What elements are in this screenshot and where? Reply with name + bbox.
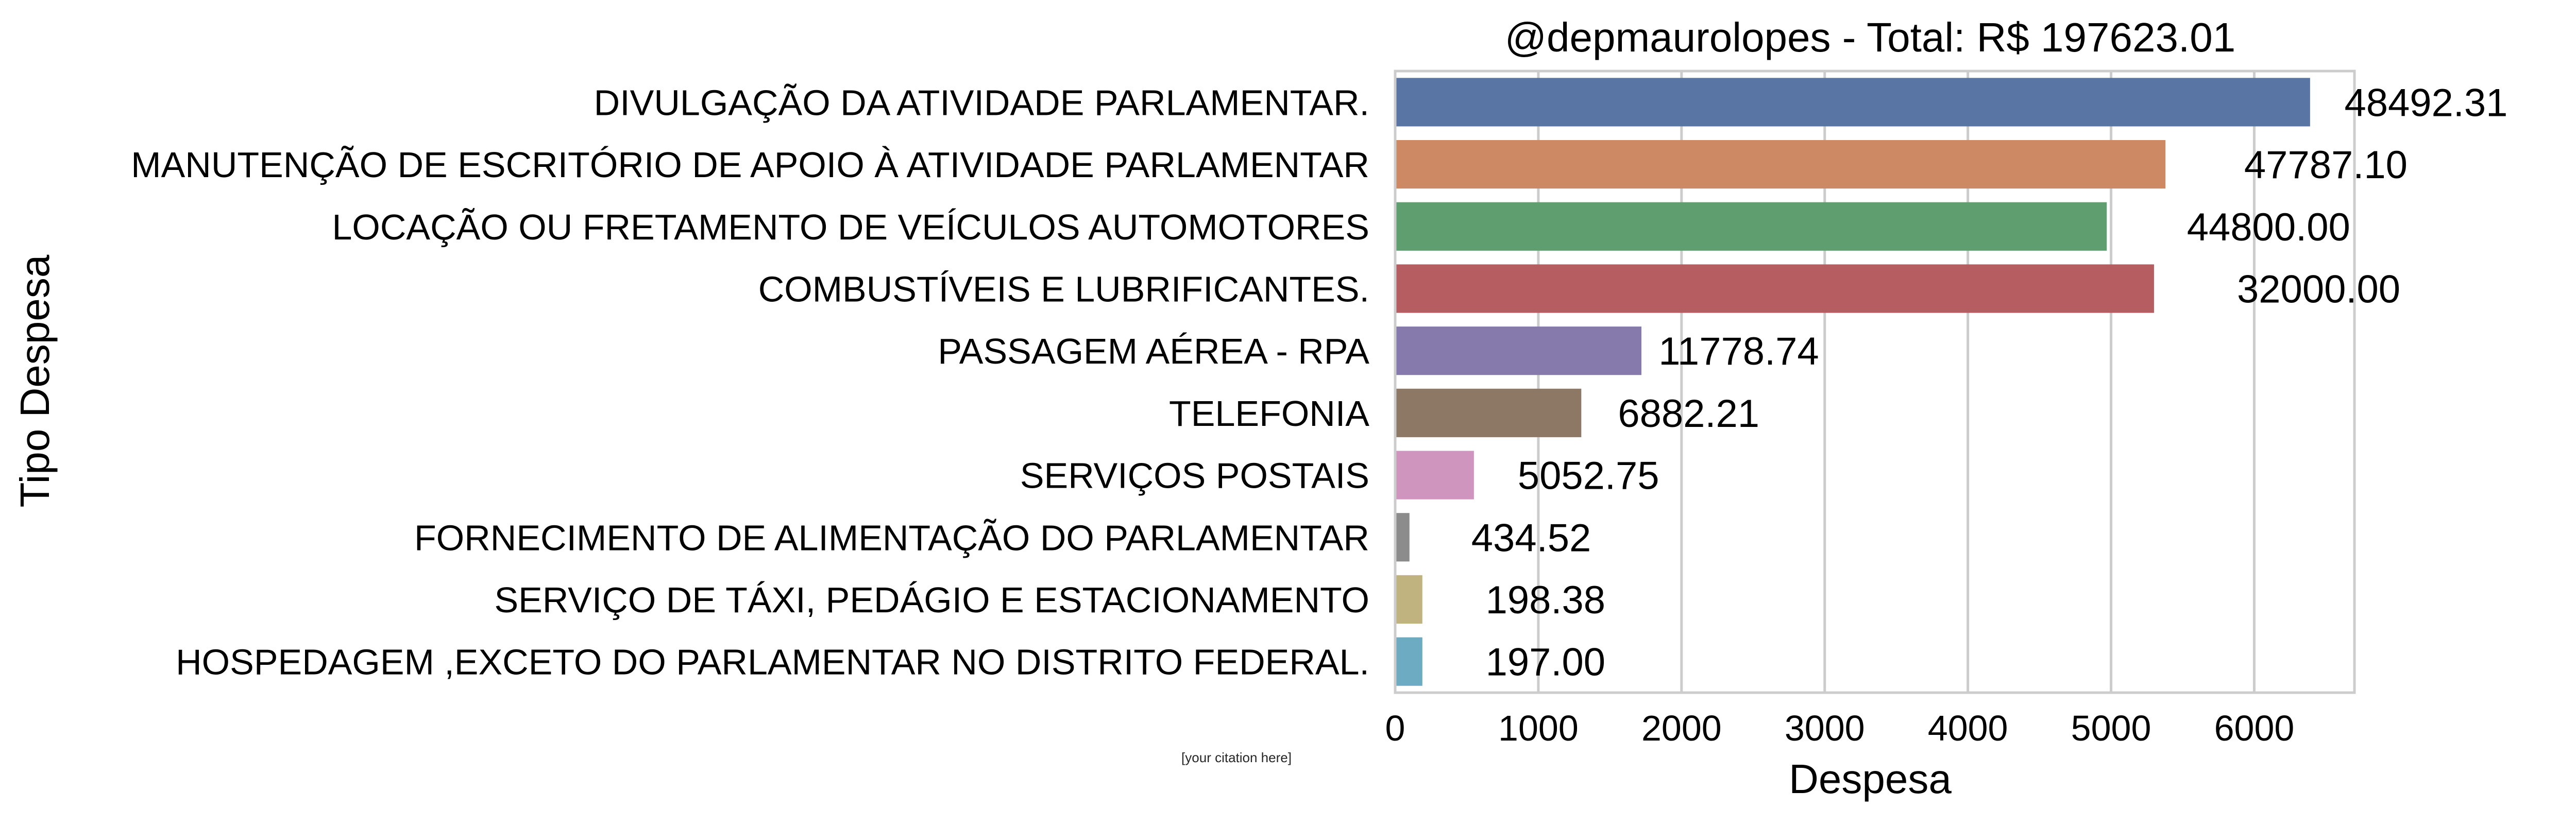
bar — [1395, 513, 1410, 562]
category-label: MANUTENÇÃO DE ESCRITÓRIO DE APOIO À ATIV… — [131, 145, 1369, 185]
value-labels: 48492.31 47787.10 44800.00 32000.00 11778.74… — [1471, 81, 2508, 684]
value-label: 11778.74 — [1658, 330, 1819, 373]
category-label: SERVIÇOS POSTAIS — [1020, 456, 1369, 496]
x-tick-label: 5000 — [2071, 708, 2151, 748]
category-label: DIVULGAÇÃO DA ATIVIDADE PARLAMENTAR. — [594, 82, 1369, 123]
y-axis-title: Tipo Despesa — [12, 254, 58, 507]
value-label: 48492.31 — [2344, 81, 2507, 125]
category-label: LOCAÇÃO OU FRETAMENTO DE VEÍCULOS AUTOMO… — [332, 207, 1370, 247]
category-label: PASSAGEM AÉREA - RPA — [938, 331, 1369, 371]
category-label: SERVIÇO DE TÁXI, PEDÁGIO E ESTACIONAMENT… — [494, 580, 1369, 620]
value-label: 198.38 — [1486, 578, 1605, 622]
value-label: 47787.10 — [2244, 143, 2408, 187]
category-label: FORNECIMENTO DE ALIMENTAÇÃO DO PARLAMENT… — [414, 518, 1369, 558]
bar — [1395, 78, 2310, 127]
value-label: 6882.21 — [1618, 392, 1759, 436]
category-label: COMBUSTÍVEIS E LUBRIFICANTES. — [758, 269, 1369, 309]
bar — [1395, 326, 1642, 375]
bar — [1395, 388, 1582, 437]
category-label: TELEFONIA — [1169, 393, 1369, 434]
x-tick-label: 0 — [1385, 708, 1405, 748]
x-tick-label: 1000 — [1498, 708, 1579, 748]
x-tick-label: 3000 — [1785, 708, 1865, 748]
bar — [1395, 637, 1422, 686]
category-label: HOSPEDAGEM ,EXCETO DO PARLAMENTAR NO DIS… — [176, 642, 1369, 682]
category-labels: DIVULGAÇÃO DA ATIVIDADE PARLAMENTAR. MANU… — [131, 82, 1369, 682]
bars — [1395, 78, 2310, 686]
bar — [1395, 264, 2154, 313]
bar — [1395, 575, 1422, 624]
x-tick-label: 6000 — [2214, 708, 2295, 748]
plot-frame — [1394, 70, 2356, 694]
bar — [1395, 202, 2107, 251]
x-axis-title: Despesa — [1789, 756, 1952, 802]
value-label: 434.52 — [1471, 516, 1591, 560]
citation-text: [your citation here] — [1181, 750, 1292, 765]
bar — [1395, 451, 1474, 500]
value-label: 32000.00 — [2237, 267, 2400, 311]
value-label: 44800.00 — [2187, 205, 2350, 249]
chart-title: @depmaurolopes - Total: R$ 197623.01 — [1505, 14, 2235, 60]
x-tick-label: 2000 — [1641, 708, 1722, 748]
x-tick-labels: 0 1000 2000 3000 4000 5000 6000 — [1385, 708, 2295, 748]
value-label: 197.00 — [1486, 641, 1605, 684]
bar — [1395, 140, 2166, 189]
x-tick-label: 4000 — [1928, 708, 2008, 748]
value-label: 5052.75 — [1518, 454, 1659, 498]
